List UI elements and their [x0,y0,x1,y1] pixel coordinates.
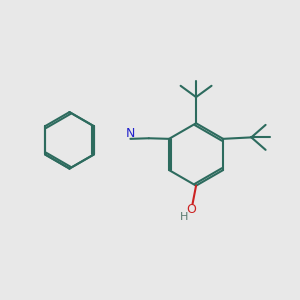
Text: O: O [186,203,196,216]
Text: H: H [180,212,188,222]
Text: N: N [125,127,135,140]
